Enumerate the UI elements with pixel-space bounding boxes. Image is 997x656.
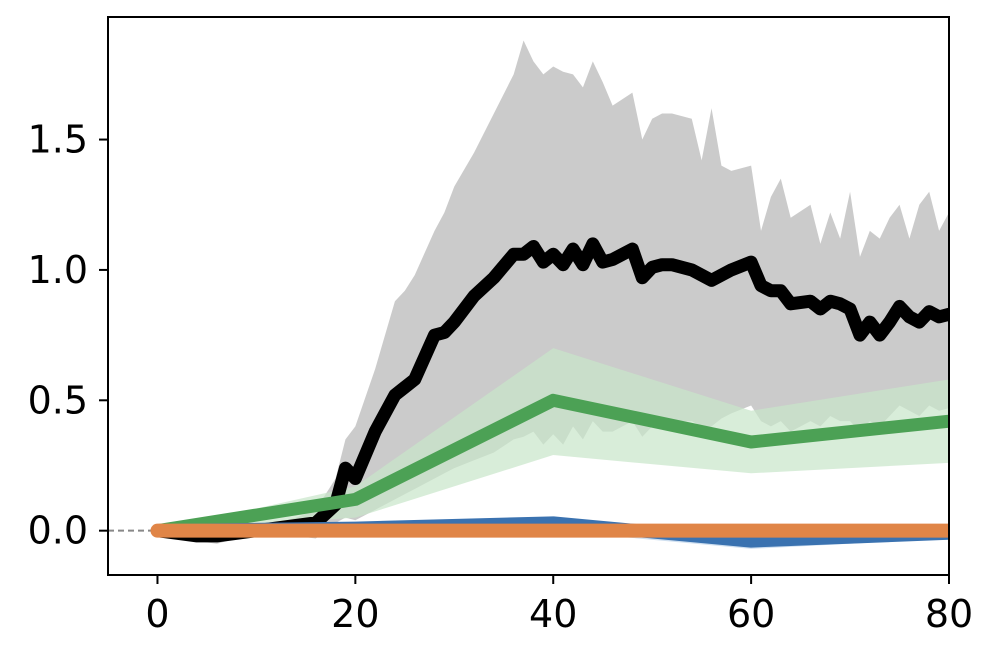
y-tick-label: 0.0	[28, 509, 88, 553]
series-1-band	[157, 40, 949, 544]
plot-frame	[107, 16, 950, 576]
x-tick-label: 60	[727, 592, 775, 636]
y-tick-label: 0.5	[28, 378, 88, 422]
x-tick-label: 40	[529, 592, 577, 636]
x-tick-label: 0	[145, 592, 169, 636]
x-tick-label: 20	[331, 592, 379, 636]
series-1-line	[150, 237, 949, 543]
series-lines	[150, 237, 949, 548]
series-2-line	[150, 393, 949, 538]
series-2-band	[157, 348, 949, 531]
x-axis-ticks: 0 20 40 60 80	[145, 575, 973, 636]
y-tick-label: 1.5	[28, 118, 88, 162]
y-axis-ticks: 0.0 0.5 1.0 1.5	[28, 118, 108, 553]
x-tick-label: 80	[925, 592, 973, 636]
y-tick-label: 1.0	[28, 248, 88, 292]
confidence-bands	[157, 40, 949, 549]
